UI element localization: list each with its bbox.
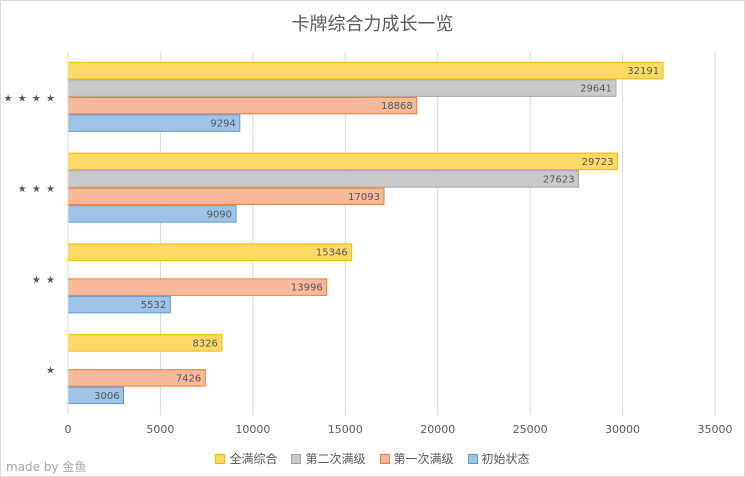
data-label: 17093 <box>348 192 380 203</box>
data-label: 8326 <box>192 338 217 349</box>
data-label: 13996 <box>291 283 323 294</box>
x-tick-label: 15000 <box>328 423 363 436</box>
bar <box>67 278 328 296</box>
legend-label: 初始状态 <box>481 452 530 466</box>
credit-text: made by 金鱼 <box>6 460 87 474</box>
legend-item: 第二次满级 <box>291 450 366 467</box>
legend-item: 初始状态 <box>467 450 530 467</box>
legend-swatch <box>467 453 478 464</box>
chart-title: 卡牌综合力成长一览 <box>291 14 454 35</box>
legend-label: 第二次满级 <box>305 452 366 466</box>
category-label: ★ ★ ★ ★ <box>4 93 56 104</box>
x-tick-label: 0 <box>65 423 72 436</box>
legend-swatch <box>215 453 226 464</box>
x-tick-label: 25000 <box>513 423 548 436</box>
data-label: 5532 <box>141 300 166 311</box>
data-label: 29723 <box>582 157 614 168</box>
bar <box>67 187 385 206</box>
bar <box>67 96 418 115</box>
x-tick-label: 20000 <box>420 423 455 436</box>
legend-item: 第一次满级 <box>379 450 454 467</box>
x-tick-label: 35000 <box>698 423 733 436</box>
x-tick-label: 10000 <box>235 423 270 436</box>
x-tick-label: 30000 <box>605 423 640 436</box>
data-label: 15346 <box>316 248 348 259</box>
chart-legend: 全满综合 第二次满级 第一次满级 初始状态 <box>0 450 745 467</box>
bar <box>67 170 580 188</box>
legend-swatch <box>379 453 390 464</box>
data-label: 7426 <box>176 373 201 384</box>
category-label: ★ ★ ★ <box>18 184 56 195</box>
data-label: 29641 <box>580 84 612 95</box>
category-label: ★ ★ <box>32 275 56 286</box>
bar <box>67 243 353 261</box>
data-label: 18868 <box>381 101 413 112</box>
data-label: 32191 <box>627 66 659 77</box>
legend-item: 全满综合 <box>215 450 277 467</box>
legend-swatch <box>291 453 302 464</box>
x-tick-label: 5000 <box>146 423 174 436</box>
legend-label: 全满综合 <box>229 452 278 466</box>
category-label: ★ <box>46 366 56 377</box>
data-label: 9090 <box>207 209 232 220</box>
bar <box>67 79 617 97</box>
bar <box>67 152 618 171</box>
legend-label: 第一次满级 <box>393 452 454 466</box>
data-label: 3006 <box>94 391 119 402</box>
bar <box>67 61 664 80</box>
data-label: 27623 <box>543 174 575 185</box>
data-label: 9294 <box>210 119 235 130</box>
